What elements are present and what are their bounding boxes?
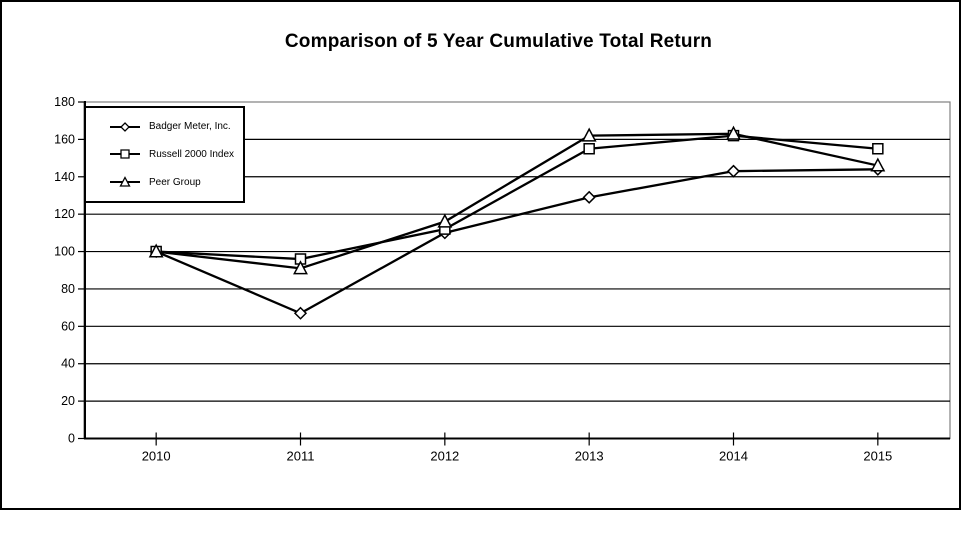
y-tick-label-20: 20 xyxy=(61,394,75,408)
triangle-marker-2015 xyxy=(870,157,886,172)
square-marker-2013 xyxy=(583,142,595,155)
triangle-marker-2011 xyxy=(293,260,308,275)
y-tick-label-40: 40 xyxy=(61,357,75,371)
legend-item-peer-group: Peer Group xyxy=(110,176,241,188)
diamond-legend-marker-icon xyxy=(110,121,140,132)
square-marker-2011 xyxy=(294,253,307,265)
square-marker-2015 xyxy=(872,142,884,155)
chart-title: Comparison of 5 Year Cumulative Total Re… xyxy=(284,31,713,52)
series-line-russell-2000-index xyxy=(156,134,878,261)
y-tick-label-180: 180 xyxy=(54,95,75,109)
diamond-marker-2013 xyxy=(582,190,596,204)
square-legend-marker-icon xyxy=(110,149,140,160)
triangle-marker-2010 xyxy=(148,243,164,258)
diamond-marker-2014 xyxy=(726,164,741,178)
legend: Badger Meter, Inc. Russell 2000 Index Peer… xyxy=(84,106,245,203)
x-tick-label-2013: 2013 xyxy=(575,449,604,464)
y-tick-label-120: 120 xyxy=(54,207,75,221)
triangle-legend-marker-icon xyxy=(110,176,140,187)
y-tick-label-0: 0 xyxy=(68,432,75,446)
y-tick-label-100: 100 xyxy=(54,245,75,259)
x-tick-label-2014: 2014 xyxy=(719,449,748,464)
x-tick-label-2012: 2012 xyxy=(430,449,459,464)
triangle-marker-2013 xyxy=(581,127,597,142)
y-tick-label-160: 160 xyxy=(54,132,75,146)
legend-label: Badger Meter, Inc. xyxy=(149,121,231,133)
triangle-marker-2014 xyxy=(726,125,741,140)
legend-label: Russell 2000 Index xyxy=(149,148,235,160)
x-tick-label-2011: 2011 xyxy=(287,449,315,464)
legend-label: Peer Group xyxy=(149,176,201,188)
triangle-marker-2012 xyxy=(437,213,453,228)
y-tick-label-80: 80 xyxy=(61,282,75,296)
legend-item-russell-2000-index: Russell 2000 Index xyxy=(110,148,241,160)
x-tick-label-2010: 2010 xyxy=(142,449,171,464)
y-tick-label-140: 140 xyxy=(54,170,75,184)
diamond-marker-2011 xyxy=(293,306,308,320)
chart-frame: Comparison of 5 Year Cumulative Total Re… xyxy=(0,0,961,510)
x-tick-label-2015: 2015 xyxy=(863,449,892,464)
legend-item-badger-meter-inc: Badger Meter, Inc. xyxy=(110,121,241,133)
series-line-badger-meter-inc xyxy=(155,168,878,315)
y-tick-label-60: 60 xyxy=(61,319,75,333)
line-chart-plot: 0 20 40 60 80 100 120 140 160 180 2010 2011 2012 2013… xyxy=(54,95,951,464)
series-line-peer-group xyxy=(156,132,879,270)
